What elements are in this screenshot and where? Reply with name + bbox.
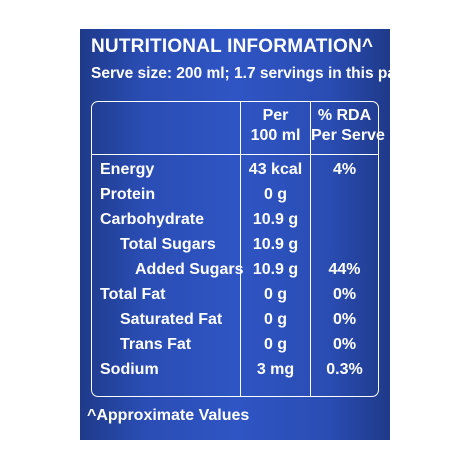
row-sodium-label: Sodium	[100, 361, 159, 378]
row-trans-fat-per100: 0 g	[263, 336, 288, 353]
row-sodium-per100: 3 mg	[256, 361, 295, 378]
header-rda-line2: Per Serve	[311, 127, 385, 144]
row-carbohydrate-label: Carbohydrate	[100, 211, 205, 228]
header-rda: % RDA Per Serve	[311, 106, 385, 146]
row-energy-label: Energy	[100, 161, 155, 178]
row-carbohydrate-per100: 10.9 g	[252, 211, 299, 228]
row-total-fat-per100: 0 g	[263, 286, 288, 303]
serve-size: Serve size: 200 ml; 1.7 servings in this…	[91, 65, 414, 82]
row-total-sugars-per100: 10.9 g	[252, 236, 299, 253]
row-energy-per100: 43 kcal	[248, 161, 303, 178]
row-added-sugars-per100: 10.9 g	[252, 261, 299, 278]
column-divider-1	[240, 102, 241, 396]
header-per-100ml-line2: 100 ml	[250, 127, 301, 144]
header-per-100ml-line1: Per	[262, 107, 289, 124]
header-divider	[92, 154, 378, 155]
panel-title: NUTRITIONAL INFORMATION^	[91, 36, 374, 57]
row-trans-fat-label: Trans Fat	[120, 336, 192, 353]
row-total-sugars-label: Total Sugars	[120, 236, 216, 253]
row-total-fat-rda: 0%	[332, 286, 357, 303]
row-sodium-rda: 0.3%	[326, 361, 363, 378]
row-trans-fat-rda: 0%	[332, 336, 357, 353]
header-per-100ml: Per 100 ml	[241, 106, 310, 146]
row-total-fat-label: Total Fat	[100, 286, 166, 303]
row-energy-rda: 4%	[332, 161, 357, 178]
row-protein-label: Protein	[100, 186, 156, 203]
nutrition-table: Per 100 ml % RDA Per Serve Energy Protei…	[91, 101, 385, 397]
column-divider-2	[310, 102, 311, 396]
row-protein-per100: 0 g	[263, 186, 288, 203]
row-added-sugars-label: Added Sugars	[135, 261, 244, 278]
header-rda-line1: % RDA	[317, 107, 372, 124]
row-added-sugars-rda: 44%	[328, 261, 361, 278]
row-saturated-fat-per100: 0 g	[263, 311, 288, 328]
row-saturated-fat-label: Saturated Fat	[120, 311, 223, 328]
approximate-values-note: ^Approximate Values	[87, 407, 250, 424]
row-saturated-fat-rda: 0%	[332, 311, 357, 328]
nutrition-panel: NUTRITIONAL INFORMATION^ Serve size: 200…	[80, 29, 413, 440]
